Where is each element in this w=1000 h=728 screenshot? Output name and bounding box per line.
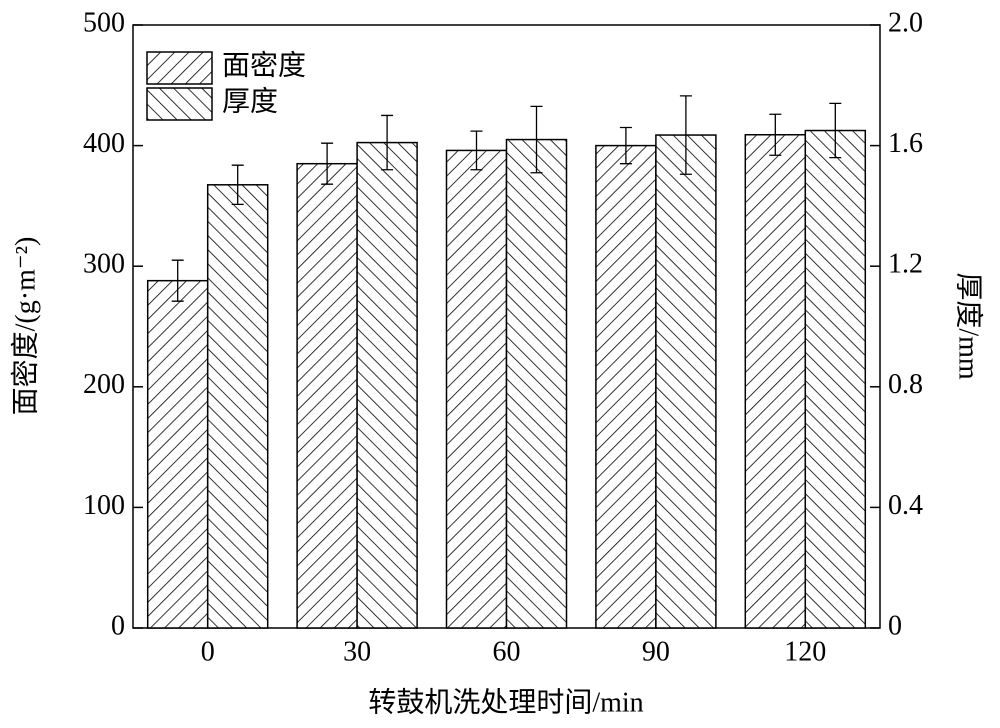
bar: [505, 138, 568, 629]
error-bar: [470, 130, 483, 171]
y2-tick-label: 0.8: [888, 369, 923, 400]
y-tick-label: 0: [111, 610, 125, 641]
error-bar: [829, 102, 842, 159]
error-bar: [321, 142, 334, 185]
x-tick-label: 60: [493, 636, 521, 667]
y2-tick-label: 0.4: [888, 490, 923, 521]
error-bar: [769, 113, 782, 156]
error-bar: [171, 259, 184, 302]
bar: [655, 134, 717, 629]
error-bar: [231, 164, 244, 206]
y2-axis-label: 厚度/mm: [953, 272, 985, 380]
bar: [804, 129, 867, 629]
bar: [356, 141, 418, 629]
legend-label: 面密度: [222, 49, 306, 81]
bar: [744, 133, 807, 629]
bar: [206, 184, 269, 629]
y2-tick-label: 1.6: [888, 128, 923, 159]
y-tick-label: 300: [83, 249, 125, 280]
x-tick-label: 120: [784, 636, 826, 667]
y-tick-label: 400: [83, 128, 125, 159]
bar: [445, 149, 508, 629]
y-axis-label: 面密度/(g·m⁻²): [9, 237, 41, 416]
bar: [296, 162, 358, 629]
y2-tick-label: 1.2: [888, 249, 923, 280]
x-tick-label: 0: [201, 636, 215, 667]
y-tick-label: 100: [83, 490, 125, 521]
bar: [146, 279, 209, 629]
legend-swatch: [146, 51, 213, 85]
error-bar: [530, 105, 543, 174]
error-bar: [679, 95, 692, 175]
error-bar: [381, 114, 394, 171]
x-tick-label: 90: [642, 636, 670, 667]
legend-swatch: [146, 87, 213, 121]
y-tick-label: 500: [83, 7, 125, 38]
legend-label: 厚度: [222, 85, 278, 117]
y2-tick-label: 2.0: [888, 7, 923, 38]
y-tick-label: 200: [83, 369, 125, 400]
error-bar: [619, 126, 632, 165]
bar: [595, 144, 657, 629]
x-tick-label: 30: [343, 636, 371, 667]
y2-tick-label: 0: [888, 610, 902, 641]
x-axis-label: 转鼓机洗处理时间/min: [368, 686, 643, 718]
